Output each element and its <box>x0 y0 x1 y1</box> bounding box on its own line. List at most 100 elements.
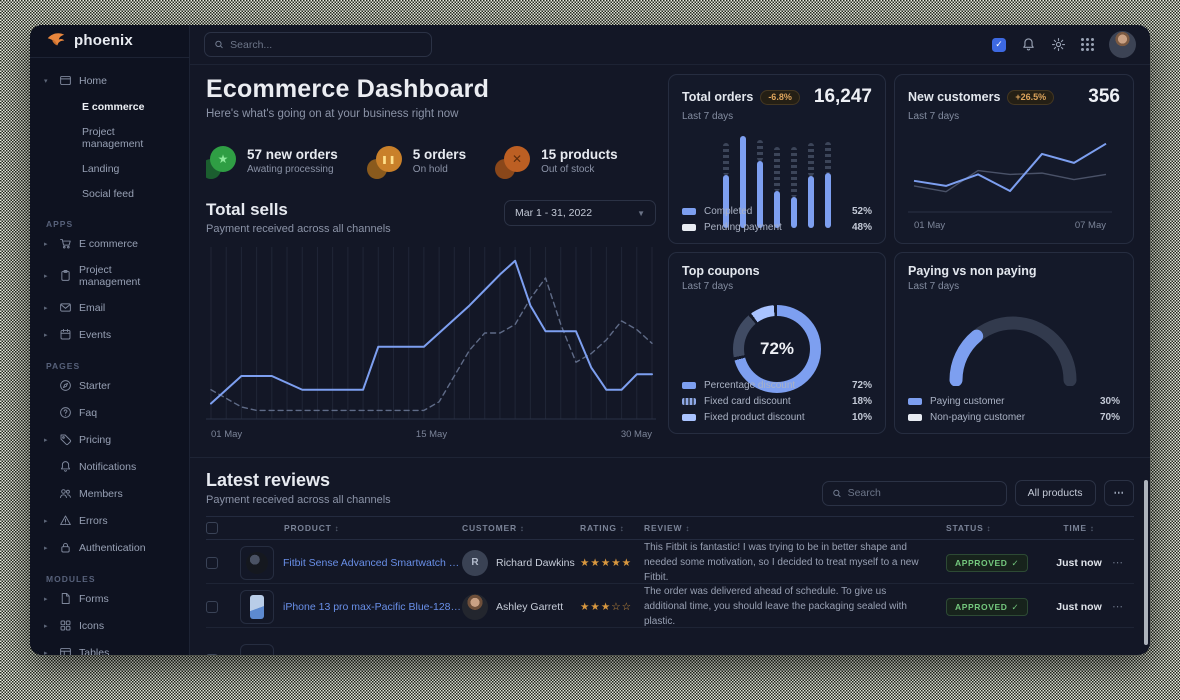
check-icon: ✓ <box>1011 557 1020 568</box>
theme-toggle-icon[interactable]: ✓ <box>992 37 1006 52</box>
sidebar-item-tables[interactable]: ▸ Tables <box>40 642 179 655</box>
customer-name: Ashley Garrett <box>496 600 564 613</box>
stat-caption: Out of stock <box>541 164 595 175</box>
warning-icon <box>58 514 72 528</box>
sidebar-item-icons[interactable]: ▸ Icons <box>40 615 179 637</box>
row-checkbox[interactable] <box>206 600 218 613</box>
sidebar-item-forms[interactable]: ▸ Forms <box>40 588 179 610</box>
total-sells-chart: 01 May 15 May 30 May <box>206 247 656 440</box>
calendar-icon <box>58 328 72 342</box>
select-all-checkbox[interactable] <box>206 522 218 534</box>
time-value: Just now <box>1056 556 1102 569</box>
sort-icon: ↕ <box>619 523 625 533</box>
time-value: Just now <box>1056 600 1102 613</box>
row-checkbox[interactable] <box>206 556 218 569</box>
row-menu-button[interactable]: ⋯ <box>1112 601 1123 613</box>
caret-down-icon: ▾ <box>44 77 48 85</box>
logo-text: phoenix <box>74 32 133 50</box>
sidebar-item-project-management[interactable]: ▸ Project management <box>40 260 179 292</box>
search-input[interactable] <box>230 38 422 51</box>
date-range-select[interactable]: Mar 1 - 31, 2022 ▼ <box>504 200 656 226</box>
sidebar-item-authentication[interactable]: ▸ Authentication <box>40 537 179 559</box>
review-text: The order was delivered ahead of schedul… <box>644 586 907 627</box>
caret-right-icon: ▸ <box>44 595 48 603</box>
legend-swatch <box>908 414 922 421</box>
section-divider <box>190 457 1150 458</box>
reviews-title: Latest reviews <box>206 470 331 490</box>
sidebar-item-email[interactable]: ▸ Email <box>40 297 179 319</box>
product-image[interactable] <box>240 589 274 624</box>
series-line <box>210 277 653 412</box>
pause-badge-icon: ❚❚ <box>366 146 402 179</box>
caret-right-icon: ▸ <box>44 544 48 552</box>
sidebar-item-errors[interactable]: ▸ Errors <box>40 510 179 532</box>
card-paying: Paying vs non paying Last 7 days Paying … <box>894 252 1134 434</box>
bar <box>757 136 763 228</box>
more-menu-button[interactable]: ⋯ <box>1103 480 1134 506</box>
column-header[interactable]: TIME ↕ <box>1063 523 1095 533</box>
sidebar-item-label: Errors <box>79 514 108 527</box>
stat-out-of-stock: ✕ 15 products Out of stock <box>495 146 618 179</box>
sidebar-item-social-feed[interactable]: Social feed <box>40 184 179 204</box>
series-line <box>913 169 1107 193</box>
caret-right-icon: ▸ <box>44 517 48 525</box>
column-header[interactable]: RATING ↕ <box>580 523 625 533</box>
reviews-search-input[interactable] <box>847 487 997 499</box>
sidebar-item-starter[interactable]: Starter <box>40 375 179 397</box>
stat-awating-processing: ★ 57 new orders Awating processing <box>206 146 338 179</box>
caret-right-icon: ▸ <box>44 331 48 339</box>
sidebar-item-project-management[interactable]: Project management <box>40 122 179 154</box>
caret-right-icon: ▸ <box>44 304 48 312</box>
sidebar-item-label: E commerce <box>82 100 145 113</box>
page-title: Ecommerce Dashboard <box>206 75 490 103</box>
row-menu-button[interactable]: ⋯ <box>1112 557 1123 569</box>
x-tick-label: 30 May <box>621 429 652 440</box>
donut-center-label: 72% <box>759 339 795 358</box>
grid-icon <box>58 619 72 633</box>
row-checkbox[interactable] <box>206 654 218 655</box>
sidebar-item-faq[interactable]: Faq <box>40 402 179 424</box>
paying-gauge-chart <box>949 316 1077 386</box>
product-link[interactable]: iPhone 13 pro max-Pacific Blue-128GB sto… <box>283 600 462 613</box>
sidebar-item-pricing[interactable]: ▸ Pricing <box>40 429 179 451</box>
star-badge-icon: ★ <box>206 146 236 179</box>
sidebar-item-label: Events <box>79 328 112 341</box>
sort-icon: ↕ <box>685 523 691 533</box>
sidebar-item-landing[interactable]: Landing <box>40 159 179 179</box>
sidebar-item-events[interactable]: ▸ Events <box>40 324 179 346</box>
product-image[interactable] <box>240 545 274 580</box>
total-sells-subtitle: Payment received across all channels <box>206 223 391 235</box>
bell-icon[interactable] <box>1021 37 1036 52</box>
logo[interactable]: phoenix <box>30 25 189 58</box>
topbar-search[interactable] <box>204 32 432 57</box>
reviews-search[interactable] <box>821 480 1007 506</box>
column-header[interactable]: PRODUCT ↕ <box>284 523 340 533</box>
product-link[interactable]: Fitbit Sense Advanced Smartwatch with To… <box>283 556 462 569</box>
all-products-button[interactable]: All products <box>1014 480 1096 506</box>
sidebar-item-label: Tables <box>79 646 110 655</box>
gear-icon[interactable] <box>1051 37 1066 52</box>
sidebar-item-notifications[interactable]: Notifications <box>40 456 179 478</box>
scrollbar-thumb[interactable] <box>1144 480 1148 645</box>
customer-avatar <box>462 593 488 620</box>
sidebar-section-modules: MODULES <box>46 573 96 584</box>
column-header[interactable]: STATUS ↕ <box>946 523 992 533</box>
legend-label: Non-paying customer <box>930 412 1026 423</box>
content: Ecommerce Dashboard Here's what's going … <box>190 65 1150 655</box>
card-period: Last 7 days <box>682 281 734 292</box>
sidebar-item-e-commerce[interactable]: E commerce <box>40 97 179 117</box>
sidebar-item-e-commerce[interactable]: ▸ E commerce <box>40 233 179 255</box>
bar <box>740 136 746 228</box>
column-header[interactable]: REVIEW ↕ <box>644 523 691 533</box>
new-customers-chart: 01 May 07 May <box>908 142 1112 231</box>
column-header[interactable]: CUSTOMER ↕ <box>462 523 525 533</box>
bar <box>791 136 797 228</box>
sidebar-item-home[interactable]: ▾ Home <box>40 70 179 92</box>
sidebar-item-members[interactable]: Members <box>40 483 179 505</box>
reviews-table: PRODUCT ↕ CUSTOMER ↕ RATING ↕ REVIEW ↕ STATU… <box>206 516 1134 655</box>
legend-swatch <box>682 382 696 389</box>
user-avatar[interactable] <box>1109 31 1136 58</box>
trend-badge: -6.8% <box>760 89 800 105</box>
app-window: phoenix ▾ Home E commerce Project managemen… <box>30 25 1150 655</box>
apps-grid-icon[interactable] <box>1081 38 1094 51</box>
